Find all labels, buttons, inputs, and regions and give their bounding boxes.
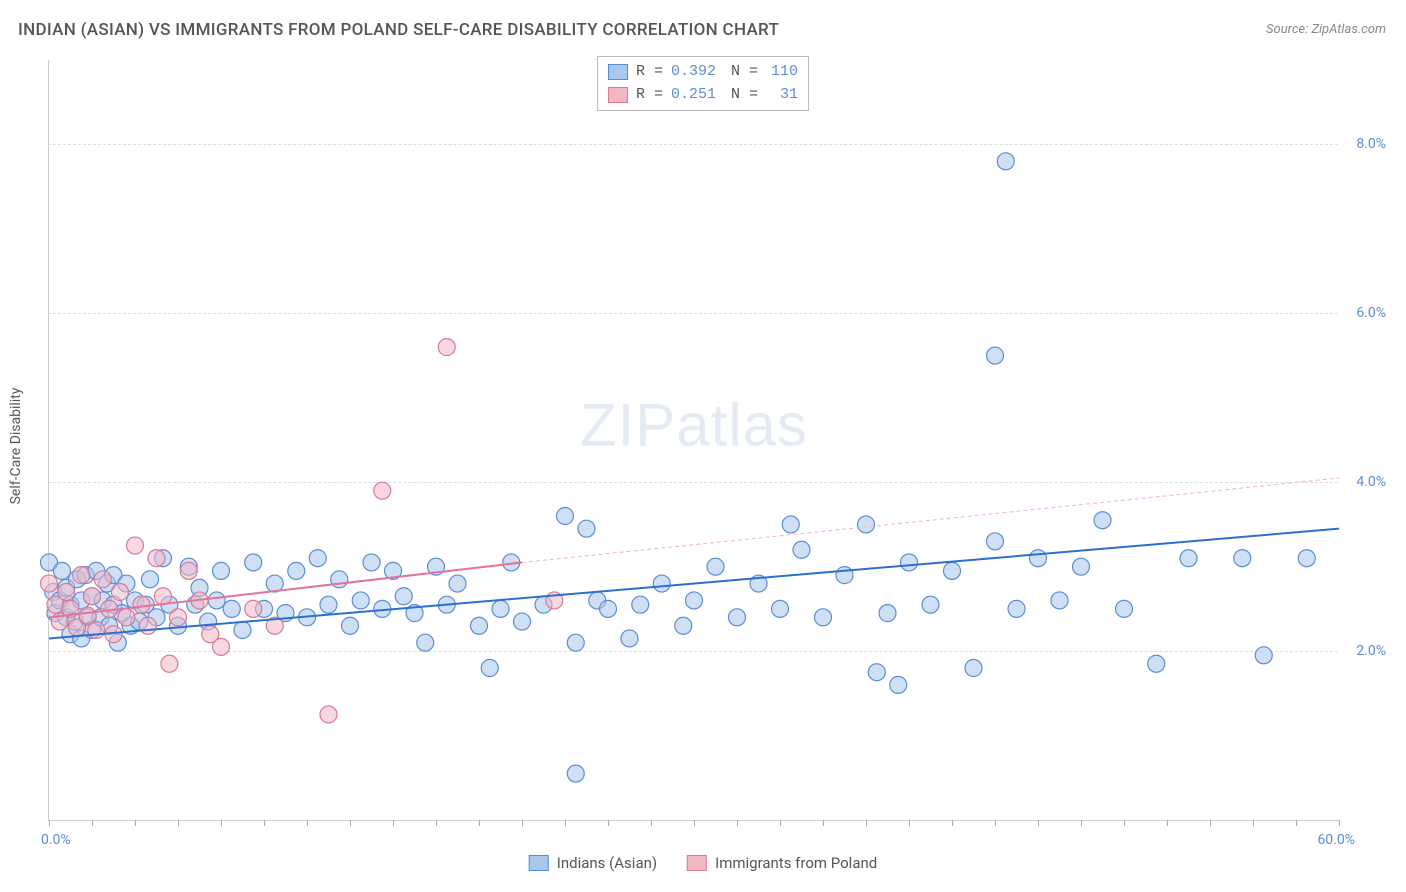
legend-item-poland: Immigrants from Poland — [687, 854, 877, 872]
legend-item-indians: Indians (Asian) — [529, 854, 657, 872]
chart-title: INDIAN (ASIAN) VS IMMIGRANTS FROM POLAND… — [18, 20, 779, 40]
swatch-indians — [529, 855, 549, 871]
legend-bottom: Indians (Asian) Immigrants from Poland — [529, 854, 877, 872]
plot-area: ZIPatlas 0.0% 60.0% — [48, 60, 1339, 821]
y-axis-label: Self-Care Disability — [8, 388, 24, 505]
x-start-label: 0.0% — [41, 832, 71, 848]
legend-stats: R =0.392N =110R =0.251N =31 — [597, 56, 809, 111]
source-attribution: Source: ZipAtlas.com — [1266, 22, 1386, 37]
x-end-label: 60.0% — [1317, 832, 1355, 848]
swatch-poland — [687, 855, 707, 871]
scatter-svg — [49, 60, 1339, 820]
chart-container: INDIAN (ASIAN) VS IMMIGRANTS FROM POLAND… — [0, 0, 1406, 892]
